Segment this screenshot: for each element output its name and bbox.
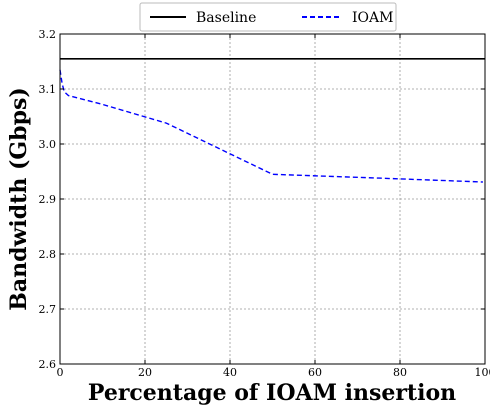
x-tick-label: 40: [223, 366, 237, 379]
plot-frame: [59, 33, 486, 365]
x-axis-title: Percentage of IOAM insertion: [88, 380, 456, 406]
y-tick-label: 3.1: [39, 83, 57, 96]
legend-label-ioam: IOAM: [352, 10, 393, 26]
y-tick-label: 2.8: [39, 248, 57, 261]
tick-marks: 0 20 40 60 80 100 2.6 2.7 2.8 2.9 3.0 3.1 3.2: [39, 28, 490, 379]
x-tick-label: 60: [308, 366, 322, 379]
y-tick-label: 2.9: [39, 193, 57, 206]
grid-lines: [60, 34, 485, 364]
legend-label-baseline: Baseline: [196, 10, 256, 26]
y-tick-label: 3.0: [39, 138, 57, 151]
y-tick-label: 2.6: [39, 358, 57, 371]
y-tick-label: 2.7: [39, 303, 57, 316]
legend-box: [139, 2, 397, 32]
series-lines: [59, 57, 485, 183]
legend: Baseline IOAM: [139, 2, 397, 32]
y-tick-label: 3.2: [39, 28, 57, 41]
x-tick-label: 80: [393, 366, 407, 379]
series-line-ioam: [59, 69, 483, 183]
x-tick-label: 100: [475, 366, 490, 379]
x-tick-label: 20: [138, 366, 152, 379]
x-tick-label: 0: [57, 366, 64, 379]
y-axis-title: Bandwidth (Gbps): [6, 87, 32, 310]
